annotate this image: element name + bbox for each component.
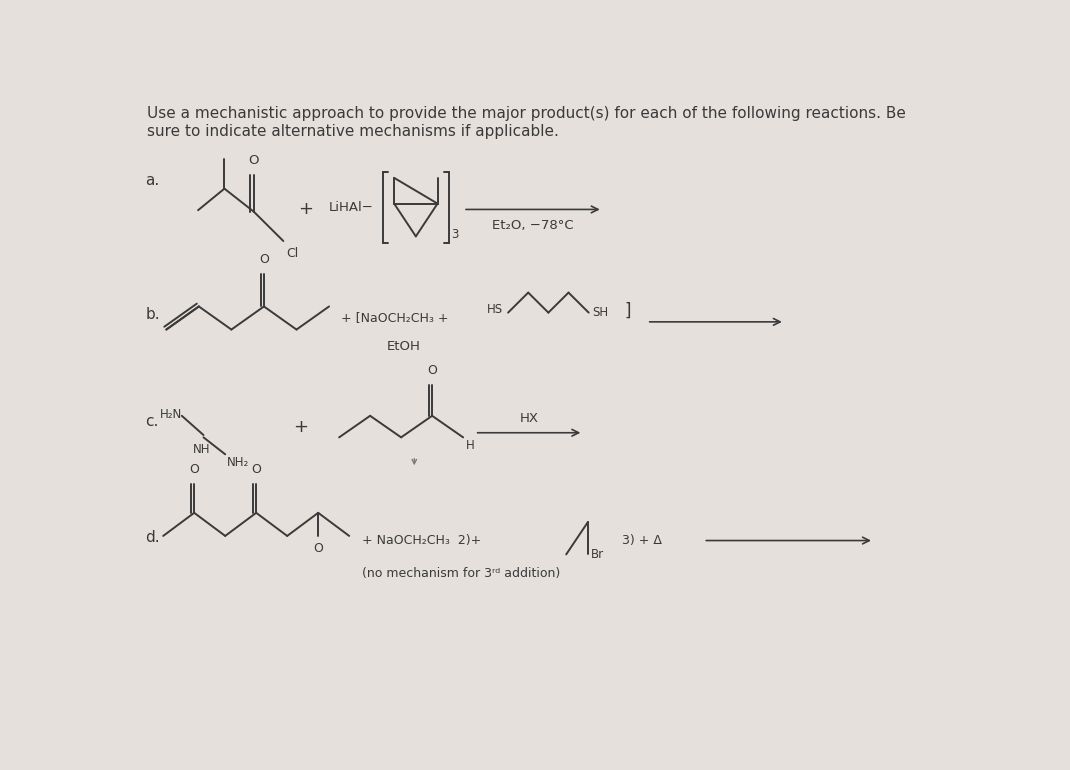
Text: H: H [467, 439, 475, 452]
Text: NH₂: NH₂ [227, 456, 249, 469]
Text: 3: 3 [452, 228, 459, 241]
Text: O: O [251, 463, 261, 476]
Text: NH: NH [194, 443, 211, 456]
Text: HX: HX [520, 412, 538, 425]
Text: c.: c. [146, 414, 158, 430]
Text: a.: a. [146, 173, 159, 189]
Text: HS: HS [487, 303, 503, 316]
Text: b.: b. [146, 306, 160, 322]
Text: + [NaOCH₂CH₃ +: + [NaOCH₂CH₃ + [341, 311, 449, 323]
Text: Use a mechanistic approach to provide the major product(s) for each of the follo: Use a mechanistic approach to provide th… [147, 106, 906, 139]
Text: Br: Br [591, 548, 605, 561]
Text: EtOH: EtOH [386, 340, 421, 353]
Text: +: + [293, 418, 308, 437]
Text: H₂N: H₂N [159, 408, 182, 420]
Text: O: O [259, 253, 269, 266]
Text: d.: d. [146, 530, 160, 545]
Text: O: O [189, 463, 199, 476]
Text: (no mechanism for 3ʳᵈ addition): (no mechanism for 3ʳᵈ addition) [363, 567, 561, 580]
Text: O: O [248, 154, 259, 167]
Text: ]: ] [624, 302, 631, 320]
Text: SH: SH [592, 306, 608, 319]
Text: Cl: Cl [287, 247, 299, 260]
Text: +: + [299, 200, 314, 219]
Text: 3) + Δ: 3) + Δ [622, 534, 662, 547]
Text: O: O [314, 542, 323, 555]
Text: + NaOCH₂CH₃  2)+: + NaOCH₂CH₃ 2)+ [363, 534, 482, 547]
Text: Et₂O, −78°C: Et₂O, −78°C [492, 219, 574, 232]
Text: LiHAl−: LiHAl− [330, 202, 373, 214]
Text: O: O [427, 364, 437, 377]
